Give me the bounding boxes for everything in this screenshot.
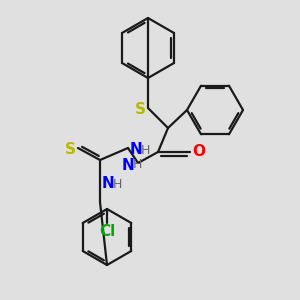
Text: H: H	[112, 178, 122, 190]
Text: S: S	[64, 142, 76, 157]
Text: H: H	[132, 158, 142, 172]
Text: S: S	[134, 101, 146, 116]
Text: H: H	[140, 143, 150, 157]
Text: O: O	[193, 145, 206, 160]
Text: N: N	[130, 142, 142, 158]
Text: N: N	[102, 176, 114, 191]
Text: Cl: Cl	[99, 224, 115, 238]
Text: N: N	[122, 158, 134, 172]
